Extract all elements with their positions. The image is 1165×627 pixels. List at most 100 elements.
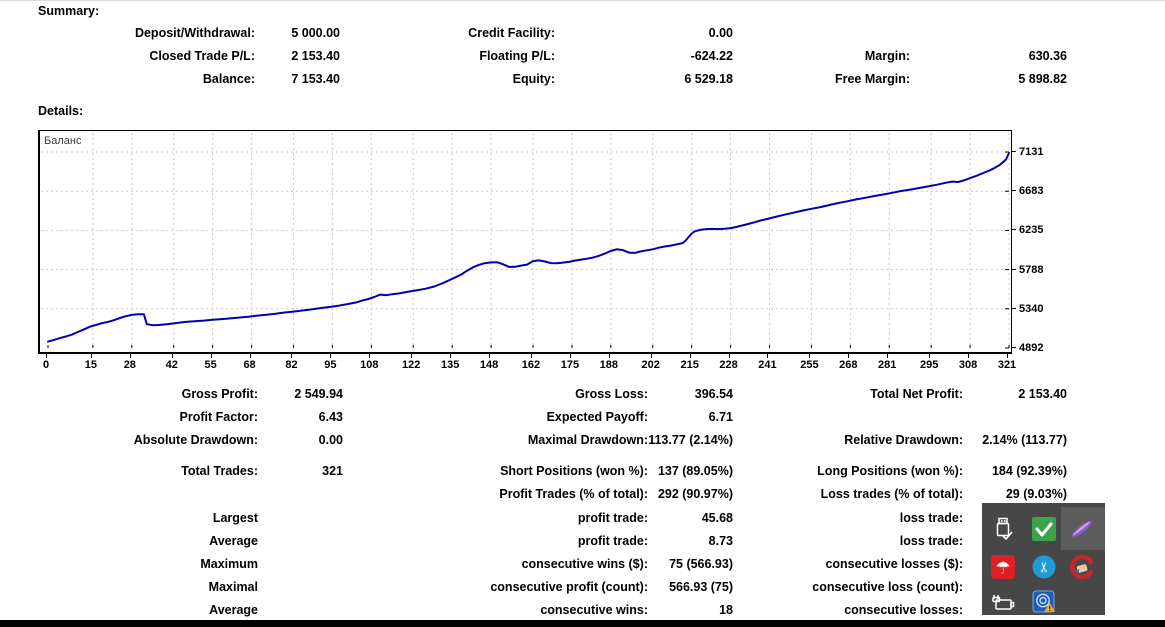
stat-label: Maximal (208, 580, 258, 594)
stat-label: Margin: (864, 49, 910, 63)
stat-value: 0.00 (318, 433, 343, 447)
stat-label: consecutive losses ($): (825, 557, 963, 571)
x-axis-tick (90, 354, 92, 358)
x-axis-tick (411, 354, 413, 358)
network-warning-icon[interactable] (1031, 589, 1057, 615)
x-axis-tick-label: 308 (958, 359, 978, 371)
x-axis-tick-label: 241 (758, 359, 777, 371)
x-axis-tick (689, 354, 691, 358)
y-axis-tick-label: 4892 (1019, 342, 1044, 354)
x-axis-tick (450, 354, 452, 358)
stat-value: 29 (9.03%) (1005, 487, 1067, 501)
stat-label: Balance: (202, 72, 255, 86)
y-axis-tick-label: 5340 (1019, 302, 1044, 315)
stat-label: Largest (212, 511, 258, 525)
x-axis-tick (330, 354, 332, 358)
stat-value: 321 (322, 464, 343, 478)
x-axis-tick-label: 55 (204, 359, 217, 371)
x-axis-tick (809, 354, 811, 358)
x-axis-tick-label: 28 (123, 359, 136, 371)
stat-value: 566.93 (75) (669, 580, 733, 594)
x-axis-tick-label: 0 (42, 359, 50, 371)
stat-value: 2.14% (113.77) (982, 433, 1067, 447)
x-axis-tick-label: 175 (560, 359, 580, 371)
stat-label: consecutive profit (count): (490, 580, 648, 594)
stat-label: loss trade: (899, 534, 963, 548)
stat-label: profit trade: (577, 534, 648, 548)
stat-value: 5 898.82 (1018, 72, 1067, 86)
details-heading: Details: (38, 104, 84, 118)
x-axis-tick (249, 354, 251, 358)
balance-chart-canvas (41, 133, 1010, 349)
avira-umbrella-icon[interactable]: ☂ (990, 554, 1016, 580)
y-axis-tick (1012, 347, 1016, 348)
stat-value: 6.71 (708, 410, 733, 424)
stat-label: Gross Profit: (181, 387, 258, 401)
x-axis-tick-label: 95 (324, 359, 337, 371)
x-axis-tick (129, 354, 131, 358)
x-axis-tick (968, 354, 970, 358)
y-axis-tick-label: 6683 (1019, 185, 1044, 198)
x-axis-tick-label: 135 (440, 359, 460, 371)
stat-value: 18 (719, 603, 733, 617)
svg-text:✂: ✂ (1037, 561, 1053, 573)
usb-eject-icon[interactable] (990, 516, 1016, 542)
stat-label: Equity: (512, 72, 555, 86)
chart-series-label: Баланс (44, 135, 82, 147)
stat-label: Free Margin: (834, 72, 910, 86)
stat-label: Maximum (200, 557, 258, 571)
stat-value: 8.73 (708, 534, 733, 548)
x-axis-tick (369, 354, 371, 358)
power-plug-icon[interactable] (990, 589, 1016, 615)
x-axis-tick (46, 354, 47, 358)
x-axis-tick-label: 68 (243, 359, 256, 371)
system-tray-flyout[interactable]: ☂ ✂ (982, 503, 1105, 615)
y-axis-tick-label: 7131 (1019, 146, 1044, 158)
x-axis-tick-label: 82 (285, 359, 298, 371)
stat-label: Absolute Drawdown: (133, 433, 258, 447)
x-axis-tick-label: 321 (997, 359, 1017, 371)
stat-label: consecutive loss (count): (812, 580, 963, 594)
green-check-icon[interactable] (1031, 516, 1057, 542)
taskbar-edge[interactable] (0, 620, 1165, 627)
stat-label: Long Positions (won %): (817, 464, 963, 478)
stat-label: Relative Drawdown: (844, 433, 963, 447)
blue-scissors-icon[interactable]: ✂ (1031, 554, 1057, 580)
x-axis-tick-label: 228 (719, 359, 738, 371)
stat-label: Floating P/L: (479, 49, 555, 63)
summary-heading: Summary: (38, 4, 100, 18)
stat-value: 6.43 (318, 410, 343, 424)
y-axis-tick-label: 5788 (1019, 263, 1044, 276)
stat-value: 292 (90.97%) (657, 487, 733, 501)
stat-value: 113.77 (2.14%) (648, 433, 733, 447)
x-axis-tick (728, 354, 730, 358)
y-axis-tick (1012, 151, 1016, 152)
x-axis-tick-label: 255 (800, 359, 819, 371)
stat-label: Profit Factor: (179, 410, 258, 424)
stat-value: 75 (566.93) (669, 557, 733, 571)
stat-value: 137 (89.05%) (657, 464, 733, 478)
y-axis-tick (1012, 229, 1016, 231)
x-axis-tick-label: 15 (84, 359, 98, 371)
x-axis-tick (210, 354, 212, 358)
stat-label: Credit Facility: (468, 26, 555, 40)
stat-label: Loss trades (% of total): (820, 487, 963, 501)
x-axis-tick-label: 188 (599, 359, 619, 371)
stat-label: Expected Payoff: (546, 410, 648, 424)
x-axis-tick-label: 42 (165, 359, 178, 371)
stat-value: 2 153.40 (1018, 387, 1067, 401)
stat-value: 5 000.00 (291, 26, 340, 40)
red-brush-icon[interactable] (1069, 554, 1095, 580)
stat-label: Closed Trade P/L: (149, 49, 255, 63)
x-axis-tick (608, 354, 610, 358)
x-axis-tick (489, 354, 491, 358)
svg-text:☂: ☂ (995, 559, 1010, 579)
stat-value: 6 529.18 (684, 72, 733, 86)
stat-value: 0.00 (708, 26, 733, 40)
stat-label: Average (209, 603, 258, 617)
stat-value: 45.68 (701, 511, 733, 525)
stat-label: consecutive wins ($): (521, 557, 648, 571)
purple-feather-icon[interactable] (1069, 516, 1095, 542)
stat-value: 2 153.40 (291, 49, 340, 63)
stat-value: 630.36 (1028, 49, 1067, 63)
